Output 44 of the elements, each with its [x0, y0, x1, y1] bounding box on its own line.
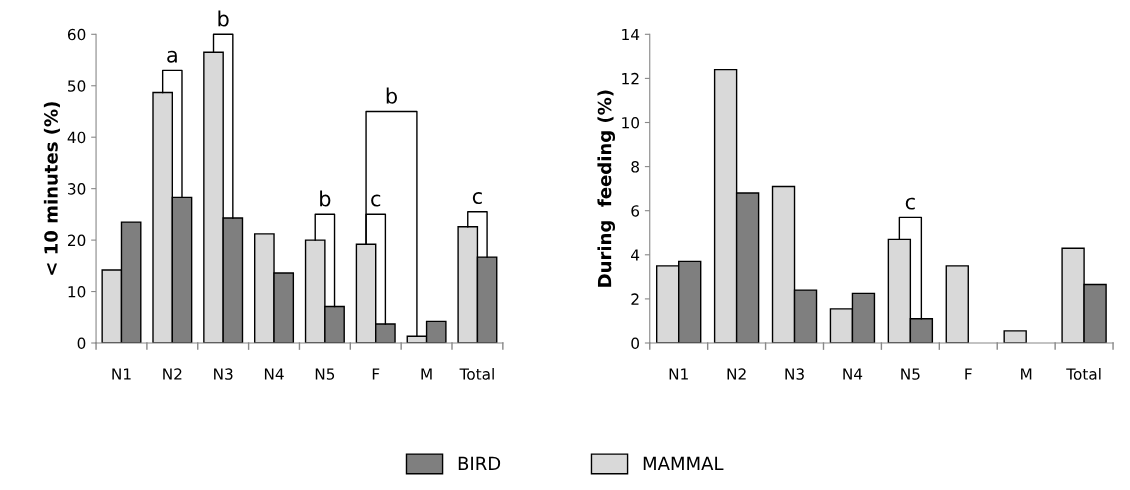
y-tick-label: 10 — [68, 286, 86, 298]
bar — [1003, 330, 1027, 343]
x-tick-label: F — [372, 368, 380, 380]
x-tick-label: F — [965, 368, 972, 380]
x-tick-label: N2 — [163, 368, 182, 380]
y-tick-label: 12 — [622, 72, 639, 85]
annotation: b — [386, 87, 397, 104]
y-tick-label: 10 — [622, 116, 640, 129]
bar — [945, 265, 969, 343]
y-tick-label: 0 — [77, 337, 86, 350]
x-tick-label: N3 — [214, 368, 233, 380]
annotation: a — [167, 50, 177, 63]
x-tick-label: N4 — [264, 368, 284, 380]
annotation: c — [905, 197, 915, 210]
y-tick-label: 2 — [631, 293, 639, 305]
annotation: c — [472, 192, 482, 205]
annotation: c — [371, 194, 381, 207]
x-tick-label: Total — [1066, 368, 1101, 380]
x-tick-label: N1 — [112, 368, 131, 380]
x-tick-label: M — [421, 368, 432, 380]
x-tick-label: M — [1021, 368, 1032, 380]
x-tick-label: N3 — [785, 368, 804, 380]
x-tick-label: N1 — [669, 368, 688, 380]
x-tick-label: N2 — [727, 368, 746, 380]
y-tick-label: 6 — [631, 205, 640, 217]
y-axis-title: < 10 minutes (%) — [43, 102, 60, 275]
y-tick-label: 40 — [67, 131, 86, 144]
legend-label: BIRD — [458, 456, 501, 470]
y-tick-label: 0 — [631, 337, 640, 350]
y-tick-label: 14 — [622, 28, 640, 41]
x-tick-label: N5 — [315, 368, 335, 380]
legend-label: MAMMAL — [643, 456, 724, 470]
x-tick-label: N5 — [901, 368, 920, 380]
y-axis-title: During feeding (%) — [597, 90, 616, 287]
text: b — [218, 10, 229, 27]
y-tick-label: 20 — [68, 234, 86, 247]
annotation: b — [320, 190, 331, 207]
y-tick-label: 60 — [67, 28, 86, 41]
y-tick-label: 30 — [68, 183, 86, 195]
y-tick-label: 8 — [631, 161, 639, 173]
y-tick-label: 4 — [631, 249, 640, 261]
y-tick-label: 50 — [68, 80, 86, 92]
x-tick-label: N4 — [843, 368, 863, 380]
x-tick-label: Total — [459, 368, 494, 380]
